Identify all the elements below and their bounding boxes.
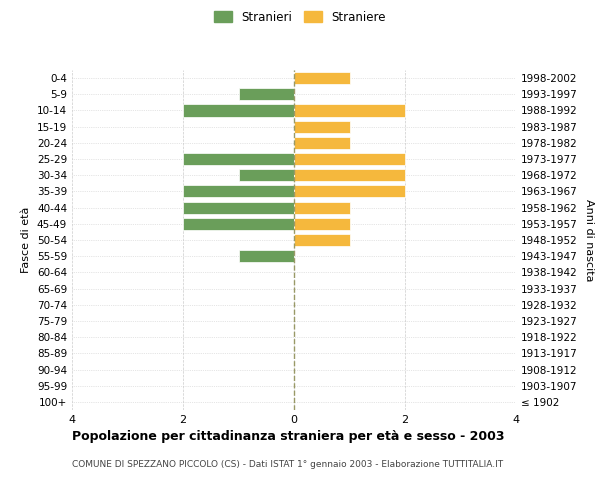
Bar [294,72,350,84]
Bar [294,153,405,165]
Bar [183,186,294,198]
Y-axis label: Anni di nascita: Anni di nascita [584,198,594,281]
Bar [294,218,350,230]
Bar [183,218,294,230]
Y-axis label: Fasce di età: Fasce di età [22,207,31,273]
Bar [294,120,350,132]
Text: Popolazione per cittadinanza straniera per età e sesso - 2003: Popolazione per cittadinanza straniera p… [72,430,505,443]
Bar [183,104,294,117]
Bar [183,153,294,165]
Bar [294,137,350,149]
Bar [239,250,294,262]
Bar [294,202,350,213]
Bar [239,88,294,101]
Bar [294,169,405,181]
Bar [239,169,294,181]
Bar [294,104,405,117]
Text: COMUNE DI SPEZZANO PICCOLO (CS) - Dati ISTAT 1° gennaio 2003 - Elaborazione TUTT: COMUNE DI SPEZZANO PICCOLO (CS) - Dati I… [72,460,503,469]
Bar [294,234,350,246]
Bar [294,186,405,198]
Bar [183,202,294,213]
Legend: Stranieri, Straniere: Stranieri, Straniere [209,6,391,28]
